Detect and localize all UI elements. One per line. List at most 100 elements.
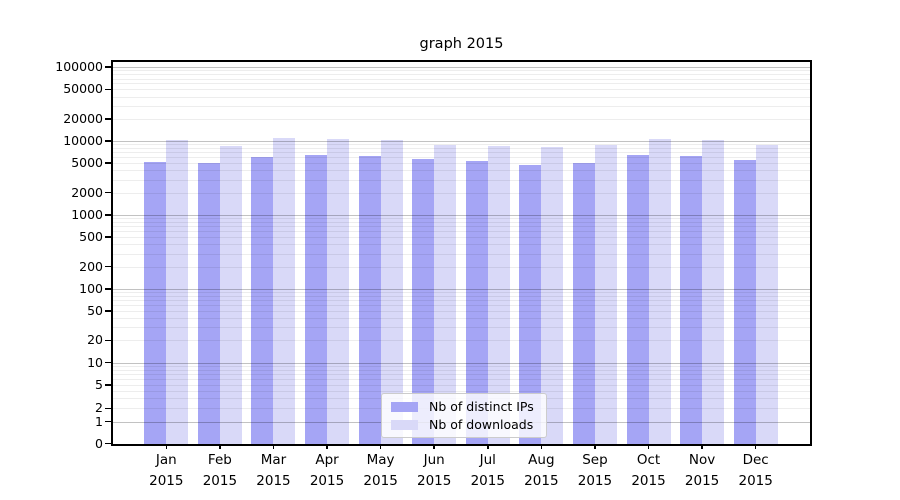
y-tick-label: 50 <box>87 303 103 319</box>
gridline-minor <box>113 266 810 268</box>
gridline-minor <box>113 74 810 76</box>
x-tick-label: Aug 2015 <box>524 452 559 489</box>
x-tick-mark <box>165 444 168 449</box>
x-tick-label: Jan 2015 <box>149 452 184 489</box>
bar-nb-of-downloads-mar <box>273 137 296 444</box>
bar-nb-of-downloads-jan <box>166 140 189 444</box>
bar-nb-of-distinct-ips-dec <box>733 160 756 444</box>
bar-nb-of-distinct-ips-jan <box>144 162 167 444</box>
gridline-minor <box>113 78 810 80</box>
grid-layer <box>113 62 810 444</box>
gridline-minor <box>113 144 810 146</box>
gridline-minor <box>113 369 810 371</box>
gridline-minor <box>113 105 810 107</box>
bar-nb-of-downloads-aug <box>541 147 564 444</box>
x-tick-label: Feb 2015 <box>202 452 238 489</box>
x-tick-mark <box>701 444 703 449</box>
y-tick-label: 20000 <box>63 110 103 126</box>
x-tick-label: Sep 2015 <box>577 452 613 489</box>
gridline-minor <box>113 327 810 329</box>
y-tick-mark <box>105 66 112 68</box>
y-tick-mark <box>105 214 112 216</box>
legend-label-distinct-ips: Nb of distinct IPs <box>429 399 534 414</box>
gridline-minor <box>113 218 810 220</box>
y-tick-label: 500 <box>79 229 103 245</box>
gridline-minor <box>113 222 810 224</box>
x-tick-label: Jun 2015 <box>417 452 452 489</box>
gridline-major <box>113 67 810 69</box>
gridline-minor <box>113 170 810 172</box>
y-tick-label: 50000 <box>63 81 103 97</box>
gridline-minor <box>113 226 810 228</box>
gridline-minor <box>113 118 810 120</box>
gridline-minor <box>113 163 810 165</box>
y-tick-mark <box>105 384 112 386</box>
gridline-minor <box>113 231 810 233</box>
x-tick-label: Oct 2015 <box>631 452 666 489</box>
bar-nb-of-downloads-jul <box>487 145 510 444</box>
bar-nb-of-distinct-ips-apr <box>305 154 328 444</box>
x-tick-label: Mar 2015 <box>256 452 291 489</box>
y-tick-mark <box>105 420 112 423</box>
x-tick-label: Nov 2015 <box>684 452 720 489</box>
legend-label-downloads: Nb of downloads <box>429 417 534 432</box>
y-tick-label: 5 <box>95 377 103 392</box>
gridline-minor <box>113 96 810 98</box>
legend: Nb of distinct IPs Nb of downloads <box>381 393 547 438</box>
x-tick-mark <box>540 444 543 449</box>
bar-nb-of-distinct-ips-jul <box>465 161 488 444</box>
bar-nb-of-distinct-ips-nov <box>680 156 703 444</box>
x-tick-mark <box>219 444 221 449</box>
gridline-minor <box>113 366 810 368</box>
legend-item-downloads: Nb of downloads <box>391 417 537 432</box>
gridline-minor <box>113 83 810 85</box>
x-tick-mark <box>272 444 275 449</box>
gridline-minor <box>113 148 810 150</box>
x-tick-mark <box>647 444 650 449</box>
gridline-minor <box>113 192 810 194</box>
y-tick-label: 0 <box>95 435 103 451</box>
gridline-minor <box>113 253 810 255</box>
x-tick-label: Jul 2015 <box>470 452 505 489</box>
y-tick-mark <box>105 236 112 238</box>
gridline-minor <box>113 157 810 159</box>
gridline-major <box>113 214 810 216</box>
bar-nb-of-distinct-ips-jun <box>412 159 435 444</box>
y-tick-label: 2000 <box>71 184 103 200</box>
bar-nb-of-downloads-may <box>380 139 403 444</box>
y-tick-mark <box>105 191 112 194</box>
y-tick-label: 10 <box>87 354 103 370</box>
x-tick-mark <box>326 444 328 449</box>
x-tick-mark <box>594 444 596 449</box>
bars-layer <box>113 62 810 444</box>
gridline-major <box>113 362 810 364</box>
bar-nb-of-downloads-sep <box>594 145 617 444</box>
bar-nb-of-distinct-ips-mar <box>251 157 274 444</box>
gridline-minor <box>113 70 810 72</box>
legend-swatch-downloads <box>391 419 418 430</box>
bar-nb-of-distinct-ips-aug <box>519 164 542 444</box>
gridline-minor <box>113 390 810 392</box>
x-tick-mark <box>433 444 435 449</box>
gridline-minor <box>113 244 810 246</box>
y-tick-label: 1000 <box>71 206 103 222</box>
gridline-minor <box>113 295 810 297</box>
gridline-minor <box>113 311 810 313</box>
y-tick-label: 100 <box>79 280 103 296</box>
y-tick-mark <box>105 442 112 445</box>
bar-nb-of-downloads-feb <box>219 145 242 444</box>
y-tick-mark <box>105 118 112 120</box>
gridline-minor <box>113 379 810 381</box>
legend-swatch-distinct-ips <box>391 401 418 412</box>
gridline-minor <box>113 89 810 91</box>
chart-title: graph 2015 <box>419 36 504 52</box>
y-tick-mark <box>105 407 112 410</box>
x-tick-mark <box>379 444 382 449</box>
bar-nb-of-downloads-jun <box>434 144 457 444</box>
y-tick-label: 100000 <box>55 59 103 75</box>
plot-area <box>113 62 810 444</box>
gridline-minor <box>113 374 810 376</box>
x-tick-mark <box>754 444 757 449</box>
y-tick-mark <box>105 140 112 142</box>
